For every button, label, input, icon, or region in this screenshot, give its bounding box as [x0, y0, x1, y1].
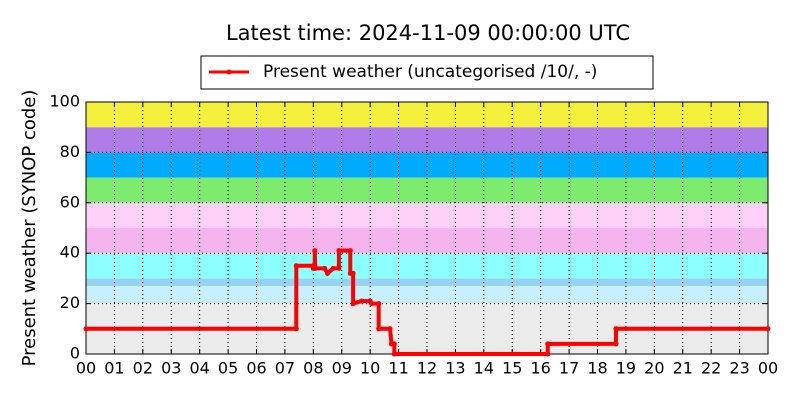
data-point	[336, 265, 342, 271]
data-point	[293, 263, 299, 269]
data-point	[330, 265, 336, 271]
data-point	[312, 265, 318, 271]
x-tick-label: 01	[104, 359, 124, 378]
data-point	[350, 301, 356, 307]
data-point	[391, 341, 397, 347]
data-point	[545, 351, 551, 357]
y-tick-label: 100	[49, 92, 80, 111]
x-tick-label: 04	[189, 359, 209, 378]
data-point	[376, 301, 382, 307]
legend: Present weather (uncategorised /10/, -)	[200, 55, 654, 90]
x-tick-label: 14	[474, 359, 494, 378]
chart-title: Latest time: 2024-11-09 00:00:00 UTC	[226, 21, 630, 45]
legend-marker	[226, 69, 232, 75]
x-tick-label: 12	[417, 359, 437, 378]
data-point	[613, 341, 619, 347]
data-point	[613, 326, 619, 332]
data-point	[391, 351, 397, 357]
x-tick-label: 19	[616, 359, 636, 378]
data-point	[359, 298, 365, 304]
data-point	[293, 326, 299, 332]
y-tick-label: 60	[60, 192, 80, 211]
x-tick-label: 08	[303, 359, 323, 378]
data-point	[347, 248, 353, 254]
data-point	[325, 270, 331, 276]
x-tick-label: 16	[530, 359, 550, 378]
legend-label: Present weather (uncategorised /10/, -)	[263, 62, 597, 82]
x-tick-label: 10	[360, 359, 380, 378]
x-tick-label: 20	[644, 359, 664, 378]
y-tick-label: 20	[60, 293, 80, 312]
x-tick-label: 11	[388, 359, 408, 378]
data-point	[545, 341, 551, 347]
x-tick-label: 18	[587, 359, 607, 378]
background-band	[86, 228, 768, 254]
data-point	[387, 326, 393, 332]
x-tick-label: 06	[246, 359, 266, 378]
x-tick-label: 17	[559, 359, 579, 378]
x-tick-label: 13	[445, 359, 465, 378]
y-tick-label: 0	[70, 344, 80, 363]
data-point	[369, 301, 375, 307]
data-point	[322, 265, 328, 271]
x-tick-label: 03	[161, 359, 181, 378]
background-band	[86, 152, 768, 178]
x-tick-label: 05	[218, 359, 238, 378]
x-tick-label: 00	[758, 359, 778, 378]
background-band	[86, 127, 768, 153]
x-tick-label: 02	[133, 359, 153, 378]
x-tick-label: 22	[701, 359, 721, 378]
x-tick-label: 21	[673, 359, 693, 378]
data-point	[765, 326, 771, 332]
x-tick-label: 00	[76, 359, 96, 378]
data-point	[312, 248, 318, 254]
data-point	[336, 248, 342, 254]
x-tick-label: 07	[275, 359, 295, 378]
legend-box	[200, 55, 654, 90]
y-tick-label: 80	[60, 142, 80, 161]
y-tick-label: 40	[60, 243, 80, 262]
data-point	[83, 326, 89, 332]
x-tick-label: 09	[332, 359, 352, 378]
x-tick-label: 23	[729, 359, 749, 378]
x-tick-label: 15	[502, 359, 522, 378]
y-axis-label: Present weather (SYNOP code)	[19, 90, 40, 367]
data-point	[376, 326, 382, 332]
data-point	[350, 270, 356, 276]
